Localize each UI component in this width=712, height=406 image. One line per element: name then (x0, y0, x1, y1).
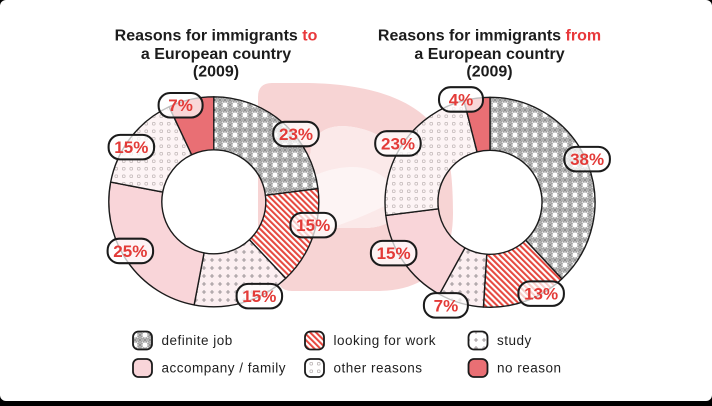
svg-text:Reasons for immigrants from: Reasons for immigrants from (378, 28, 601, 45)
svg-text:38%: 38% (570, 150, 604, 169)
svg-text:other reasons: other reasons (334, 361, 423, 376)
svg-text:13%: 13% (524, 285, 558, 304)
svg-text:a European country: a European country (141, 46, 291, 63)
svg-text:7%: 7% (168, 96, 193, 115)
svg-text:(2009): (2009) (193, 63, 239, 80)
svg-text:15%: 15% (296, 216, 330, 235)
svg-text:accompany / family: accompany / family (162, 361, 287, 376)
svg-text:looking for work: looking for work (334, 333, 437, 348)
svg-text:25%: 25% (113, 242, 147, 261)
svg-text:Reasons for immigrants to: Reasons for immigrants to (115, 28, 318, 45)
svg-text:15%: 15% (242, 287, 276, 306)
svg-text:15%: 15% (114, 138, 148, 157)
svg-text:study: study (497, 333, 532, 348)
svg-text:23%: 23% (381, 134, 415, 153)
svg-text:4%: 4% (449, 90, 474, 109)
svg-text:a European country: a European country (414, 46, 564, 63)
svg-text:7%: 7% (434, 296, 459, 315)
svg-text:no reason: no reason (497, 361, 562, 376)
svg-text:definite job: definite job (162, 333, 233, 348)
svg-text:23%: 23% (279, 125, 313, 144)
svg-text:15%: 15% (377, 244, 411, 263)
svg-text:(2009): (2009) (466, 63, 512, 80)
